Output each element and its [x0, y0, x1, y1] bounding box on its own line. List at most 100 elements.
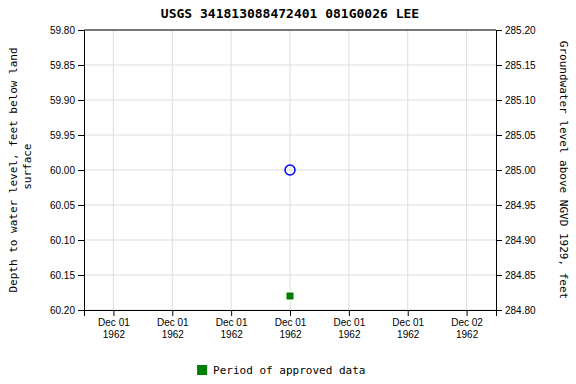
tick-label-line: 1962 — [221, 329, 244, 340]
tick-label: Dec 011962 — [275, 317, 307, 340]
tick-label: 285.05 — [505, 130, 536, 141]
tick: 284.90 — [496, 235, 536, 246]
tick: 59.80 — [50, 25, 84, 36]
tick-mark — [290, 310, 291, 316]
point — [287, 293, 293, 299]
tick-label: 285.15 — [505, 60, 536, 71]
tick-label: Dec 011962 — [98, 317, 130, 340]
tick: 284.80 — [496, 305, 536, 316]
marks — [285, 165, 295, 299]
tick: 285.00 — [496, 165, 536, 176]
tick: 284.95 — [496, 200, 536, 211]
axis-line — [85, 311, 497, 317]
tick: 60.20 — [50, 305, 84, 316]
tick-mark — [231, 310, 232, 316]
tick: Dec 011962 — [392, 310, 424, 340]
y2-axis: 285.20285.15285.10285.05285.00284.95284.… — [496, 25, 536, 316]
tick: Dec 021962 — [451, 310, 483, 340]
tick-label-line: 1962 — [103, 329, 126, 340]
tick-mark — [78, 100, 84, 101]
tick-label: 59.85 — [50, 60, 75, 71]
x-axis: Dec 011962Dec 011962Dec 011962Dec 011962… — [85, 310, 497, 340]
grid-line-x — [231, 30, 232, 310]
legend-swatch — [197, 365, 207, 375]
tick-mark — [78, 240, 84, 241]
tick-mark — [78, 65, 84, 66]
tick: Dec 011962 — [98, 310, 130, 340]
tick-mark — [496, 205, 502, 206]
tick-mark — [172, 310, 173, 316]
point — [285, 165, 295, 175]
tick-label-line: Dec 01 — [275, 317, 307, 328]
grid-line-y — [84, 30, 496, 31]
tick: 285.20 — [496, 25, 536, 36]
tick-label: Dec 011962 — [216, 317, 248, 340]
tick-mark — [496, 170, 502, 171]
tick-mark — [496, 275, 502, 276]
tick-label-line: Dec 01 — [216, 317, 248, 328]
tick-label-line: 1962 — [338, 329, 361, 340]
tick-label: 60.00 — [50, 165, 75, 176]
tick-label: Dec 011962 — [334, 317, 366, 340]
tick-label: 285.00 — [505, 165, 536, 176]
title: USGS 341813088472401 081G0026 LEE — [161, 6, 419, 21]
tick: Dec 011962 — [216, 310, 248, 340]
tick-mark — [496, 100, 502, 101]
plot-area: 59.80 59.85 59.90 59.95 60.00 60.05 60.10 60.15… — [50, 25, 536, 340]
tick: 60.05 — [50, 200, 84, 211]
tick: 60.00 — [50, 165, 84, 176]
tick-mark — [408, 310, 409, 316]
tick-label: 284.90 — [505, 235, 536, 246]
tick-label: 60.10 — [50, 235, 75, 246]
tick: 60.15 — [50, 270, 84, 281]
grid-line-x — [466, 30, 467, 310]
legend: Period of approved data — [197, 364, 365, 377]
tick-label: Dec 021962 — [451, 317, 483, 340]
tick: Dec 011962 — [275, 310, 307, 340]
tick-mark — [496, 65, 502, 66]
tick-mark — [78, 30, 84, 31]
tick: Dec 011962 — [334, 310, 366, 340]
tick-label: 284.85 — [505, 270, 536, 281]
y2-axis-title: Groundwater level above NGVD 1929, feet — [557, 41, 570, 299]
y-axis: 59.80 59.85 59.90 59.95 60.00 60.05 60.10 60.15… — [50, 25, 85, 316]
tick-mark — [113, 310, 114, 316]
tick: 59.90 — [50, 95, 84, 106]
tick-label: 284.95 — [505, 200, 536, 211]
tick: 284.85 — [496, 270, 536, 281]
axis-line — [78, 31, 85, 311]
tick-label: 59.80 — [50, 25, 75, 36]
tick-label-line: Dec 01 — [157, 317, 189, 328]
tick-mark — [496, 135, 502, 136]
tick-mark — [78, 275, 84, 276]
tick-mark — [467, 310, 468, 316]
tick-mark — [78, 170, 84, 171]
frame-top — [84, 30, 496, 31]
chart: 59.80 59.85 59.90 59.95 60.00 60.05 60.10 60.15… — [0, 0, 576, 384]
tick-label: 60.15 — [50, 270, 75, 281]
legend-item: Period of approved data — [197, 364, 365, 377]
tick-label: Dec 011962 — [392, 317, 424, 340]
grid-line-x — [113, 30, 114, 310]
tick-mark — [496, 30, 502, 31]
tick-label: 59.90 — [50, 95, 75, 106]
tick-label-line: Dec 01 — [392, 317, 424, 328]
grid — [84, 30, 496, 310]
axis-line — [497, 31, 503, 311]
tick-mark — [78, 205, 84, 206]
tick-label-line: 1962 — [162, 329, 185, 340]
tick-mark — [349, 310, 350, 316]
tick-label-line: 1962 — [397, 329, 420, 340]
legend-label: Period of approved data — [213, 364, 365, 377]
grid-line-x — [407, 30, 408, 310]
tick-label: Dec 011962 — [157, 317, 189, 340]
grid-line-x — [290, 30, 291, 310]
tick-label-line: Dec 01 — [334, 317, 366, 328]
tick-label-line: 1962 — [279, 329, 302, 340]
tick-label-line: Dec 01 — [98, 317, 130, 328]
tick: Dec 011962 — [157, 310, 189, 340]
tick: 59.95 — [50, 130, 84, 141]
tick-mark — [78, 310, 84, 311]
tick-label-line: 1962 — [456, 329, 479, 340]
y2-axis-title-line: Groundwater level above NGVD 1929, feet — [557, 41, 570, 299]
